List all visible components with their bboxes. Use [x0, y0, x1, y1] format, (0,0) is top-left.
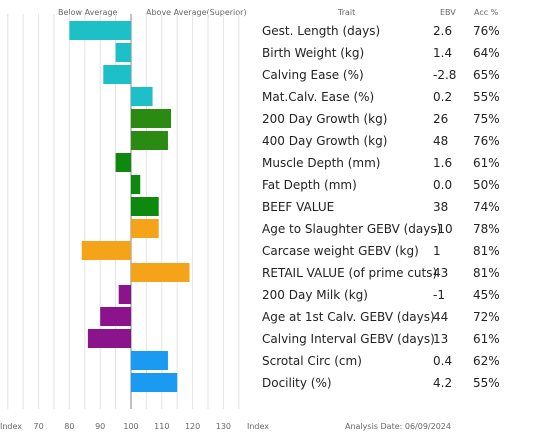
ebv-value: -1 [433, 288, 445, 302]
trait-label: Calving Ease (%) [262, 68, 364, 82]
ebv-value: 13 [433, 332, 449, 346]
accuracy-value: 76% [473, 134, 500, 148]
trait-label: Mat.Calv. Ease (%) [262, 90, 375, 104]
ebv-value: 1 [433, 244, 441, 258]
bar [131, 197, 159, 216]
bar [131, 373, 178, 392]
bar [69, 21, 131, 40]
ebv-value: 0.0 [433, 178, 453, 192]
below-average-header: Below Average [58, 8, 118, 17]
accuracy-value: 55% [473, 376, 500, 390]
accuracy-value: 45% [473, 288, 500, 302]
acc-header: Acc % [474, 8, 499, 17]
accuracy-value: 61% [473, 332, 500, 346]
bar [103, 65, 131, 84]
trait-label: Age to Slaughter GEBV (days) [262, 222, 442, 236]
accuracy-value: 65% [473, 68, 500, 82]
bar [131, 263, 190, 282]
ebv-value: 1.4 [433, 46, 453, 60]
ebv-value: 38 [433, 200, 449, 214]
trait-label: RETAIL VALUE (of prime cuts) [262, 266, 438, 280]
trait-label: Scrotal Circ (cm) [262, 354, 362, 368]
trait-label: Birth Weight (kg) [262, 46, 365, 60]
bar [131, 219, 159, 238]
trait-label: Calving Interval GEBV (days) [262, 332, 435, 346]
x-tick-label: 90 [95, 422, 105, 431]
trait-label: Docility (%) [262, 376, 332, 390]
accuracy-value: 72% [473, 310, 500, 324]
bar [115, 43, 131, 62]
bar [87, 329, 131, 348]
ebv-value: 1.6 [433, 156, 453, 170]
accuracy-value: 75% [473, 112, 500, 126]
trait-label: BEEF VALUE [262, 200, 335, 214]
ebv-value: 44 [433, 310, 449, 324]
bar [131, 109, 172, 128]
bar [115, 153, 131, 172]
trait-label: 200 Day Milk (kg) [262, 288, 368, 302]
above-average-header: Above Average(Superior) [146, 8, 247, 17]
accuracy-value: 81% [473, 266, 500, 280]
trait-header: Trait [338, 8, 356, 17]
bar [131, 351, 168, 370]
accuracy-value: 74% [473, 200, 500, 214]
x-tick-label: 110 [154, 422, 169, 431]
x-tick-label: 120 [185, 422, 200, 431]
bar [131, 131, 168, 150]
x-tick-label: 70 [34, 422, 44, 431]
accuracy-value: 61% [473, 156, 500, 170]
trait-label: Muscle Depth (mm) [262, 156, 381, 170]
bar [81, 241, 131, 260]
accuracy-value: 64% [473, 46, 500, 60]
bar [131, 175, 141, 194]
accuracy-value: 78% [473, 222, 500, 236]
bar [131, 87, 153, 106]
ebv-value: 43 [433, 266, 449, 280]
accuracy-value: 76% [473, 24, 500, 38]
ebv-value: 0.2 [433, 90, 453, 104]
trait-label: Age at 1st Calv. GEBV (days) [262, 310, 435, 324]
index-axis-label-right: Index [247, 422, 270, 431]
x-tick-label: 80 [64, 422, 74, 431]
bar [100, 307, 131, 326]
ebv-value: 2.6 [433, 24, 453, 38]
ebv-value: -10 [433, 222, 453, 236]
trait-label: 400 Day Growth (kg) [262, 134, 388, 148]
ebv-value: 4.2 [433, 376, 453, 390]
trait-label: 200 Day Growth (kg) [262, 112, 388, 126]
x-tick-label: 100 [123, 422, 138, 431]
accuracy-value: 50% [473, 178, 500, 192]
index-axis-label-left: Index [0, 422, 23, 431]
ebv-value: 0.4 [433, 354, 453, 368]
trait-label: Gest. Length (days) [262, 24, 381, 38]
ebv-value: 26 [433, 112, 449, 126]
trait-label: Fat Depth (mm) [262, 178, 357, 192]
accuracy-value: 81% [473, 244, 500, 258]
ebv-header: EBV [440, 8, 456, 17]
analysis-date: Analysis Date: 06/09/2024 [345, 422, 451, 431]
bar [118, 285, 131, 304]
ebv-value: -2.8 [433, 68, 457, 82]
trait-label: Carcase weight GEBV (kg) [262, 244, 419, 258]
ebv-value: 48 [433, 134, 449, 148]
x-tick-label: 130 [216, 422, 231, 431]
accuracy-value: 55% [473, 90, 500, 104]
accuracy-value: 62% [473, 354, 500, 368]
